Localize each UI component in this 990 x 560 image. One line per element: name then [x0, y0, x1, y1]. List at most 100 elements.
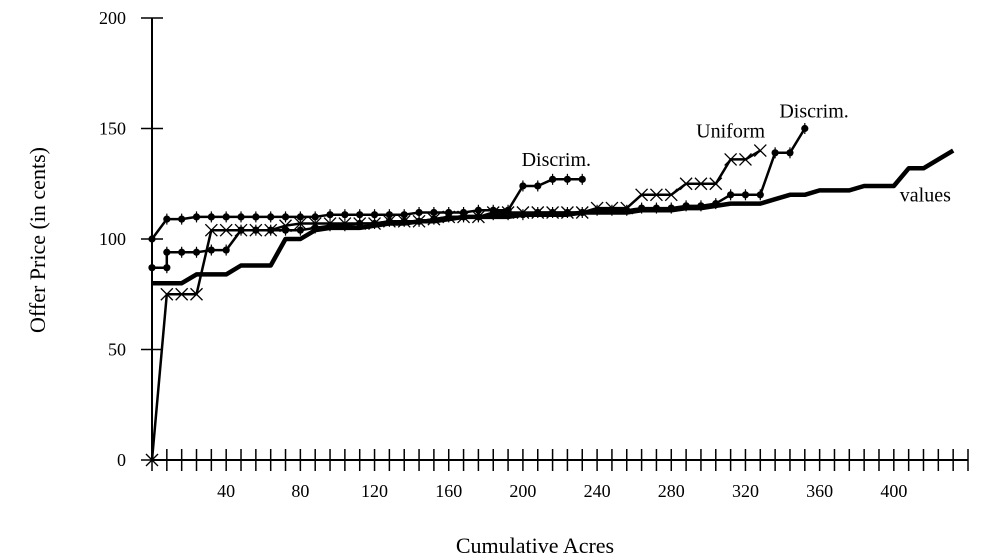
dot-marker	[296, 211, 304, 223]
y-tick-label: 0	[117, 450, 126, 470]
dot-marker	[400, 209, 408, 221]
dot-marker	[326, 220, 334, 232]
dot-marker	[578, 173, 586, 185]
dot-marker	[192, 246, 201, 258]
dot-marker	[281, 211, 290, 223]
y-tick-label: 100	[99, 229, 126, 249]
dot-marker	[415, 206, 423, 218]
dot-marker	[534, 206, 542, 218]
annotation-label: Uniform	[696, 120, 765, 142]
axes	[141, 17, 969, 471]
annotation-label: values	[900, 184, 951, 206]
x-marker	[175, 287, 189, 301]
x-marker	[738, 152, 752, 166]
dot-marker	[608, 204, 616, 216]
x-marker	[664, 188, 678, 202]
dot-marker	[207, 211, 215, 223]
annotation-label: Discrim.	[779, 100, 848, 122]
series-2	[145, 144, 767, 467]
dot-marker	[356, 209, 364, 221]
dot-marker	[756, 189, 764, 201]
dot-marker	[786, 147, 794, 159]
x-marker	[293, 217, 307, 230]
dot-marker	[252, 224, 260, 236]
dot-marker	[563, 206, 572, 218]
dot-marker	[563, 173, 572, 185]
dot-marker	[252, 211, 260, 223]
dot-marker	[267, 224, 275, 236]
y-tick-label: 150	[99, 119, 126, 139]
annotation-label: Discrim.	[522, 149, 591, 171]
dot-marker	[178, 213, 186, 225]
x-tick-label: 240	[584, 481, 611, 501]
dot-marker	[341, 220, 349, 232]
dot-marker	[682, 200, 690, 212]
dot-marker	[445, 206, 453, 218]
dot-marker	[652, 202, 661, 214]
dot-marker	[712, 198, 720, 210]
dot-marker	[548, 173, 557, 185]
dot-marker	[504, 204, 512, 216]
dot-marker	[697, 200, 705, 212]
series-layer	[145, 123, 955, 467]
dot-marker	[311, 211, 319, 223]
dot-marker	[341, 209, 349, 221]
x-marker	[753, 144, 767, 158]
dot-marker	[163, 262, 171, 274]
x-axis-title: Cumulative Acres	[456, 533, 614, 558]
dot-marker	[667, 202, 675, 214]
x-tick-label: 280	[658, 481, 685, 501]
dot-marker	[281, 224, 290, 236]
dot-marker	[741, 189, 750, 201]
dot-marker	[163, 213, 171, 225]
y-tick-label: 200	[99, 8, 126, 28]
dot-marker	[326, 209, 334, 221]
dot-marker	[370, 209, 379, 221]
dot-marker	[311, 222, 319, 234]
dot-marker	[222, 211, 230, 223]
dot-marker	[237, 224, 245, 236]
dot-marker	[222, 244, 230, 256]
dot-marker	[548, 206, 557, 218]
dot-marker	[474, 204, 482, 216]
x-marker	[709, 177, 723, 191]
x-marker	[635, 188, 649, 202]
x-tick-label: 80	[291, 481, 309, 501]
annotations: Discrim. Uniform Discrim. values	[522, 100, 952, 206]
dot-marker	[267, 211, 275, 223]
dot-marker	[385, 209, 393, 221]
dot-marker	[801, 123, 809, 134]
dot-marker	[237, 211, 245, 223]
x-marker	[204, 223, 218, 237]
dot-marker	[207, 244, 215, 256]
series-line	[152, 127, 806, 269]
x-marker	[694, 177, 708, 191]
x-marker	[219, 223, 233, 237]
x-tick-label: 360	[806, 481, 833, 501]
dot-marker	[163, 246, 171, 258]
x-tick-label: 160	[435, 481, 462, 501]
x-tick-label: 120	[361, 481, 388, 501]
dot-marker	[727, 189, 735, 201]
x-tick-label: 200	[509, 481, 536, 501]
tick-labels: 0 50 100 150 200 40 80 120 160 200 240 280 320 360 400	[99, 8, 907, 501]
x-marker	[724, 152, 738, 166]
dot-marker	[638, 202, 646, 214]
dot-marker	[519, 209, 527, 221]
x-marker	[679, 177, 693, 191]
dot-marker	[534, 180, 542, 192]
series-4	[148, 173, 586, 245]
dot-marker	[192, 211, 201, 223]
x-marker	[160, 287, 174, 301]
dot-marker	[178, 246, 186, 258]
dot-marker	[578, 206, 586, 218]
y-tick-label: 50	[108, 340, 126, 360]
dot-marker	[623, 204, 631, 216]
dot-marker	[296, 224, 304, 236]
dot-marker	[519, 180, 527, 192]
dot-marker	[593, 204, 601, 216]
x-marker	[190, 287, 203, 301]
series-3	[148, 123, 809, 274]
y-axis-title: Offer Price (in cents)	[25, 147, 50, 333]
